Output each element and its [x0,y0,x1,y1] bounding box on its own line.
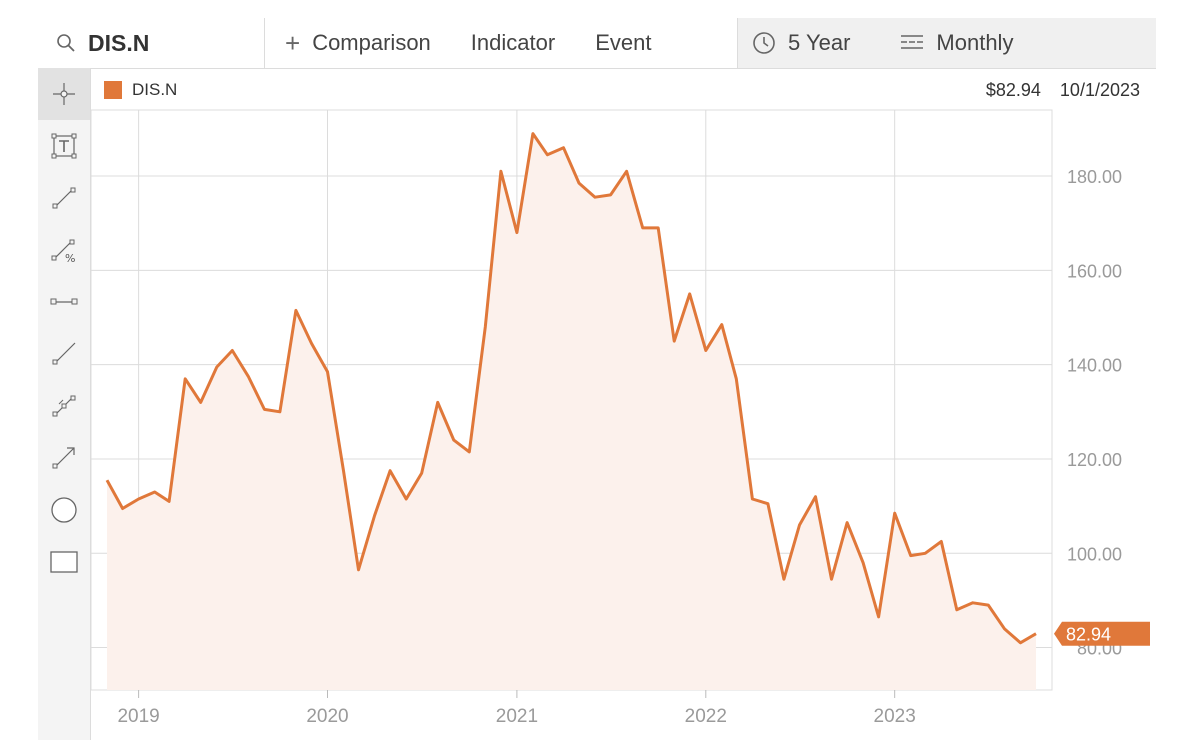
search-icon [57,34,75,52]
series-area-fill [107,133,1036,691]
last-price-label: 82.94 [1066,625,1111,645]
interval-label: Monthly [936,30,1014,55]
multi-point-line-icon [52,395,76,417]
comparison-button[interactable]: + Comparison [265,18,451,68]
rectangle-tool[interactable] [38,536,90,588]
range-selector[interactable]: 5 Year [738,18,864,68]
x-tick-label: 2021 [496,706,538,727]
multi-point-tool[interactable] [38,380,90,432]
text-box-icon [51,133,77,159]
plus-icon: + [285,27,301,58]
clock-icon [753,32,775,54]
x-tick-label: 2022 [685,706,727,727]
crosshair-icon [53,83,75,105]
drawing-tools-sidebar: % [38,68,91,740]
horizontal-segment-icon [50,298,78,305]
ray-icon [52,342,76,365]
circle-icon [51,497,77,523]
comparison-label: Comparison [312,30,431,55]
readout-price: $82.94 [985,80,1041,100]
interval-selector[interactable]: Monthly [886,18,1027,68]
line-segment-icon [52,187,76,209]
chart-toolbar: DIS.N + Comparison Indicator Event 5 Yea… [38,18,1156,69]
svg-text:%: % [65,252,75,263]
chart-settings-group: 5 Year Monthly [737,18,1156,68]
x-tick-label: 2023 [874,706,916,727]
indicator-label: Indicator [470,30,556,55]
text-tool[interactable] [38,120,90,172]
legend-swatch [104,81,122,99]
arrow-tool[interactable] [38,432,90,484]
chart-legend: DIS.N [104,80,177,100]
event-label: Event [595,30,652,55]
crosshair-tool[interactable] [38,68,90,120]
range-label: 5 Year [788,30,851,55]
last-price-marker [1054,621,1150,646]
y-tick-label: 180.00 [1067,167,1122,187]
rectangle-icon [50,551,78,573]
event-button[interactable]: Event [575,18,671,68]
arrow-line-icon [52,447,75,469]
price-readout: $82.94 10/1/2023 [986,80,1140,101]
percent-line-tool[interactable]: % [38,224,90,276]
ticker-symbol: DIS.N [88,29,150,56]
interval-lines-icon [901,35,924,49]
x-tick-label: 2020 [306,706,348,727]
ray-tool[interactable] [38,328,90,380]
y-tick-label: 100.00 [1067,544,1122,564]
series-line [105,132,1037,645]
line-tool[interactable] [38,172,90,224]
readout-date: 10/1/2023 [1059,80,1140,100]
symbol-search[interactable]: DIS.N [38,18,265,68]
horizontal-line-tool[interactable] [38,276,90,328]
indicator-button[interactable]: Indicator [451,18,575,68]
percent-line-icon: % [51,239,75,263]
y-tick-label: 140.00 [1067,356,1122,376]
y-tick-label: 160.00 [1067,261,1122,281]
y-tick-label: 120.00 [1067,450,1122,470]
circle-tool[interactable] [38,484,90,536]
legend-series-name: DIS.N [132,80,178,99]
x-tick-label: 2019 [117,706,159,727]
